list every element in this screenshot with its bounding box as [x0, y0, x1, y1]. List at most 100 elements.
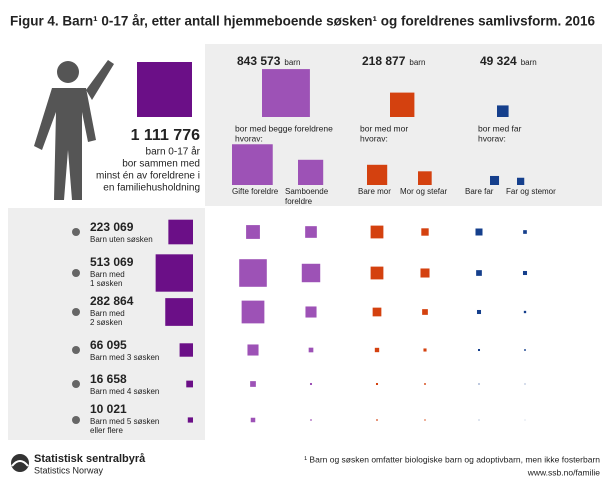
group-text: hvorav:	[478, 133, 506, 143]
person-icon	[34, 60, 114, 200]
group-text: bor med begge foreldrene	[235, 123, 333, 133]
cell-square	[424, 419, 426, 421]
cell-square	[305, 306, 317, 318]
logo	[11, 454, 29, 472]
sub-square	[298, 159, 324, 185]
row-icon	[72, 308, 80, 316]
total-number: 1 111 776	[131, 127, 201, 144]
row-text: 1 søsken	[90, 279, 122, 288]
sub-label: Gifte foreldre	[232, 187, 279, 196]
logo-mark	[11, 460, 29, 467]
cell-square	[523, 230, 527, 234]
sub-square	[232, 144, 273, 185]
cell-square	[524, 419, 526, 421]
row-square	[155, 254, 193, 292]
total-text: minst én av foreldrene i	[96, 171, 200, 182]
cell-square	[524, 349, 526, 351]
org: Statistisk sentralbyrå	[34, 453, 146, 465]
row-text: Barn med	[90, 309, 125, 318]
row-text: Barn med 4 søsken	[90, 387, 159, 396]
total-text: barn 0-17 år	[146, 146, 201, 158]
row-icon	[72, 228, 80, 236]
row-text: eller flere	[90, 426, 123, 435]
cell-square	[370, 266, 384, 280]
group-unit: barn	[521, 58, 537, 67]
cell-square	[524, 383, 526, 385]
total-text: bor sammen med	[122, 159, 200, 170]
cell-square	[301, 263, 321, 283]
total-square	[137, 62, 192, 117]
row-square	[165, 298, 193, 326]
row-text: Barn med 5 søsken	[90, 417, 159, 426]
row-text: Barn med 3 søsken	[90, 353, 159, 362]
cell-square	[523, 310, 527, 314]
footnote: ¹ Barn og søsken omfatter biologiske bar…	[304, 454, 600, 464]
org-en: Statistics Norway	[34, 465, 104, 475]
cell-square	[305, 226, 317, 238]
sub-label: Bare mor	[358, 187, 391, 196]
total-text: en familiehusholdning	[103, 183, 200, 194]
cell-square	[310, 419, 312, 421]
cell-square	[420, 268, 430, 278]
row-square	[168, 219, 193, 245]
row-icon	[72, 269, 80, 277]
sub-square	[418, 171, 432, 185]
cell-square	[475, 228, 483, 236]
row-number: 223 069	[90, 220, 134, 234]
cell-square	[374, 347, 380, 353]
row-text: 2 søsken	[90, 318, 122, 327]
cell-square	[376, 419, 378, 421]
cell-square	[422, 309, 428, 315]
row-square	[179, 343, 193, 357]
cell-square	[476, 309, 482, 315]
sub-square	[490, 175, 500, 185]
sub-label: foreldre	[285, 197, 313, 206]
row-number: 66 095	[90, 338, 127, 352]
cell-square	[250, 381, 256, 387]
group-number: 843 573	[237, 54, 281, 68]
sub-label: Far og stemor	[506, 187, 556, 196]
group-unit: barn	[284, 58, 300, 67]
row-icon	[72, 346, 80, 354]
group-square	[497, 105, 509, 117]
cell-square	[372, 307, 382, 317]
cell-square	[239, 259, 267, 287]
row-number: 282 864	[90, 294, 134, 308]
cell-square	[478, 419, 480, 421]
row-text: Barn uten søsken	[90, 235, 153, 244]
cell-square	[423, 348, 427, 352]
row-number: 16 658	[90, 372, 127, 386]
cell-square	[247, 344, 259, 356]
group-text: hvorav:	[235, 133, 263, 143]
sub-label: Mor og stefar	[400, 187, 447, 196]
group-unit: barn	[409, 58, 425, 67]
row-text: Barn med	[90, 270, 125, 279]
cell-square	[370, 225, 384, 239]
url: www.ssb.no/familie	[527, 467, 601, 477]
cell-square	[522, 270, 528, 276]
row-number: 513 069	[90, 255, 134, 269]
sub-square	[517, 177, 525, 185]
cell-square	[424, 383, 426, 385]
cell-square	[308, 347, 314, 353]
group-square	[262, 69, 310, 117]
group-text: bor med mor	[360, 123, 408, 133]
row-icon	[72, 380, 80, 388]
sub-label: Bare far	[465, 187, 494, 196]
sub-square	[367, 164, 388, 185]
cell-square	[309, 382, 313, 386]
cell-square	[421, 228, 429, 236]
cell-square	[478, 383, 480, 385]
cell-square	[477, 348, 481, 352]
cell-square	[241, 300, 265, 324]
title: Figur 4. Barn¹ 0-17 år, etter antall hje…	[10, 13, 595, 29]
group-number: 49 324	[480, 54, 517, 68]
group-text: bor med far	[478, 123, 522, 133]
cell-square	[375, 382, 379, 386]
row-square	[186, 380, 193, 388]
group-number: 218 877	[362, 54, 406, 68]
group-square	[390, 92, 415, 117]
cell-square	[246, 225, 260, 239]
row-number: 10 021	[90, 402, 127, 416]
